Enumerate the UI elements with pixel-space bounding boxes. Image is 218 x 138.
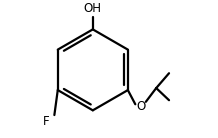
Text: F: F (43, 115, 49, 128)
Text: OH: OH (84, 2, 102, 15)
Text: O: O (136, 100, 145, 113)
